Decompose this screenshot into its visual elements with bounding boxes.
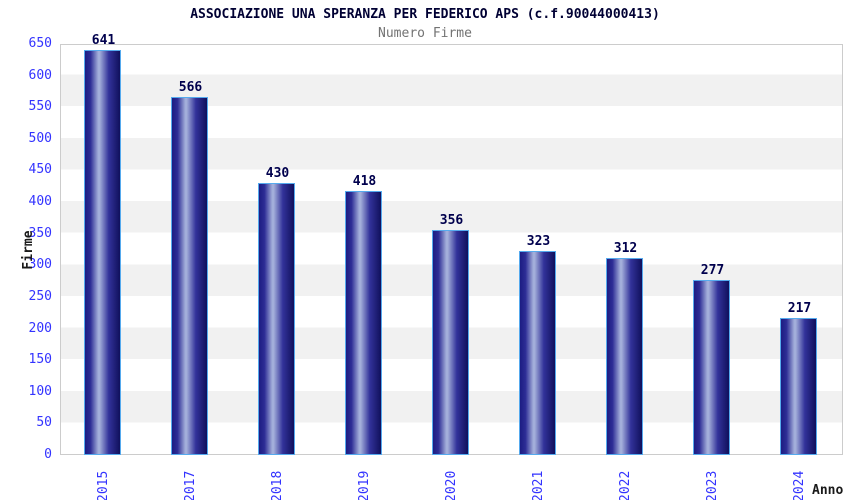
y-tick-label: 300 [28, 257, 52, 273]
bar-2015 [84, 49, 121, 455]
bar-value-label: 566 [178, 80, 203, 96]
bar-value-label: 641 [91, 32, 116, 48]
y-tick-label: 250 [28, 288, 52, 304]
x-tick-label-2021: 2021 [530, 470, 546, 500]
y-tick-label: 650 [28, 36, 52, 51]
y-tick-label: 350 [28, 225, 52, 241]
x-tick-label-2019: 2019 [356, 470, 372, 500]
bar-2021 [519, 250, 556, 455]
bar-2024 [780, 317, 817, 455]
x-tick-label-2018: 2018 [269, 470, 285, 500]
bar-value-label: 430 [265, 166, 290, 182]
y-tick-label: 550 [28, 99, 52, 115]
bar-value-label: 356 [439, 212, 464, 228]
y-tick-label: 200 [28, 320, 52, 336]
y-tick-label: 450 [28, 162, 52, 178]
bar-2022 [606, 257, 643, 455]
bar-2020 [432, 229, 469, 455]
y-tick-label: 150 [28, 352, 52, 368]
bar-value-label: 217 [787, 300, 812, 316]
bar-value-label: 418 [352, 173, 377, 189]
y-tick-label: 500 [28, 130, 52, 146]
y-tick-label: 0 [44, 447, 52, 462]
bar-2018 [258, 183, 295, 455]
bar-value-label: 312 [613, 240, 638, 256]
bar-2023 [693, 279, 730, 455]
chart-subtitle: Numero Firme [378, 26, 472, 41]
y-axis-title: Firme [21, 230, 36, 270]
y-tick-label: 50 [36, 415, 52, 431]
chart-title: ASSOCIAZIONE UNA SPERANZA PER FEDERICO A… [190, 7, 660, 22]
y-tick-label: 400 [28, 194, 52, 210]
x-tick-label-2017: 2017 [182, 470, 198, 500]
y-tick-label: 600 [28, 67, 52, 83]
bar-2017 [171, 97, 208, 455]
bar-2019 [345, 190, 382, 455]
x-tick-label-2020: 2020 [443, 470, 459, 500]
y-tick-label: 100 [28, 383, 52, 399]
bar-value-label: 277 [700, 262, 725, 278]
x-axis-title: Anno [812, 483, 844, 498]
x-tick-label-2015: 2015 [95, 470, 111, 500]
x-tick-label-2023: 2023 [704, 470, 720, 500]
x-tick-label-2022: 2022 [617, 470, 633, 500]
x-tick-label-2024: 2024 [791, 470, 807, 500]
bar-value-label: 323 [526, 233, 551, 249]
